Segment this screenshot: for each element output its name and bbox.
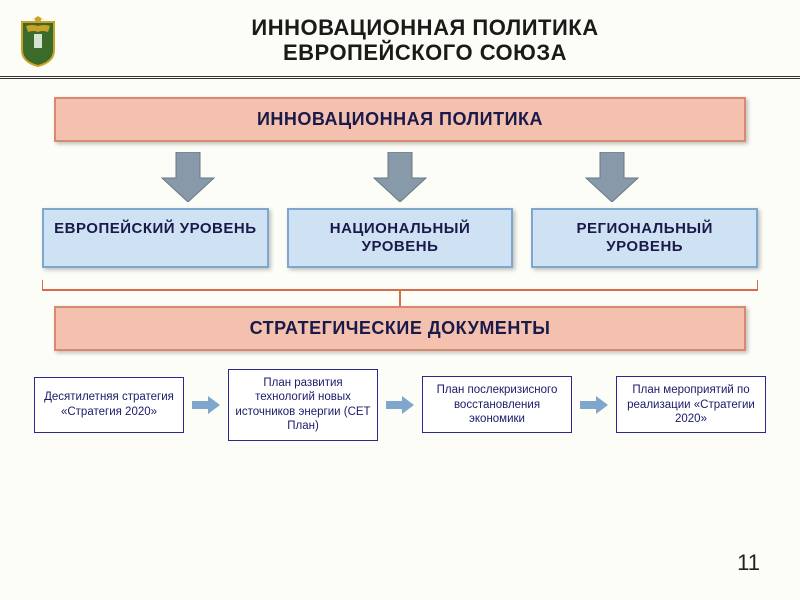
strategic-box-label: СТРАТЕГИЧЕСКИЕ ДОКУМЕНТЫ (250, 318, 551, 338)
title-container: ИННОВАЦИОННАЯ ПОЛИТИКА ЕВРОПЕЙСКОГО СОЮЗ… (70, 15, 780, 66)
connector-bracket (42, 276, 758, 306)
arrow-right-icon (580, 396, 608, 414)
doc-box-action-plan: План мероприятий по реализации «Стратеги… (616, 376, 766, 433)
arrow-right-icon (192, 396, 220, 414)
doc-label: План развития технологий новых источнико… (233, 376, 373, 434)
doc-box-recovery-plan: План послекризисного восстановления экон… (422, 376, 572, 433)
level-box-european: ЕВРОПЕЙСКИЙ УРОВЕНЬ (42, 208, 269, 268)
arrow-down-icon (370, 152, 430, 202)
level-label: РЕГИОНАЛЬНЫЙ УРОВЕНЬ (576, 220, 712, 255)
doc-label: Десятилетняя стратегия «Стратегия 2020» (39, 390, 179, 419)
level-box-national: НАЦИОНАЛЬНЫЙ УРОВЕНЬ (287, 208, 514, 268)
top-box-label: ИННОВАЦИОННАЯ ПОЛИТИКА (257, 109, 543, 129)
doc-box-set-plan: План развития технологий новых источнико… (228, 369, 378, 441)
doc-label: План послекризисного восстановления экон… (427, 383, 567, 426)
strategic-documents-box: СТРАТЕГИЧЕСКИЕ ДОКУМЕНТЫ (54, 306, 746, 351)
arrow-down-icon (582, 152, 642, 202)
arrows-row (82, 152, 718, 202)
doc-label: План мероприятий по реализации «Стратеги… (621, 383, 761, 426)
header: ИННОВАЦИОННАЯ ПОЛИТИКА ЕВРОПЕЙСКОГО СОЮЗ… (0, 0, 800, 79)
page-number: 11 (737, 550, 760, 576)
diagram-content: ИННОВАЦИОННАЯ ПОЛИТИКА ЕВРОПЕЙСКИЙ УРОВЕ… (0, 79, 800, 441)
arrow-right-icon (386, 396, 414, 414)
level-label: ЕВРОПЕЙСКИЙ УРОВЕНЬ (54, 220, 256, 237)
emblem-icon (12, 12, 64, 68)
doc-box-strategy-2020: Десятилетняя стратегия «Стратегия 2020» (34, 377, 184, 433)
top-box-innovation-policy: ИННОВАЦИОННАЯ ПОЛИТИКА (54, 97, 746, 142)
slide-title-line2: ЕВРОПЕЙСКОГО СОЮЗА (70, 40, 780, 65)
level-box-regional: РЕГИОНАЛЬНЫЙ УРОВЕНЬ (531, 208, 758, 268)
documents-row: Десятилетняя стратегия «Стратегия 2020» … (34, 369, 766, 441)
slide-title-line1: ИННОВАЦИОННАЯ ПОЛИТИКА (70, 15, 780, 40)
arrow-down-icon (158, 152, 218, 202)
levels-row: ЕВРОПЕЙСКИЙ УРОВЕНЬ НАЦИОНАЛЬНЫЙ УРОВЕНЬ… (42, 208, 758, 268)
level-label: НАЦИОНАЛЬНЫЙ УРОВЕНЬ (330, 220, 471, 255)
